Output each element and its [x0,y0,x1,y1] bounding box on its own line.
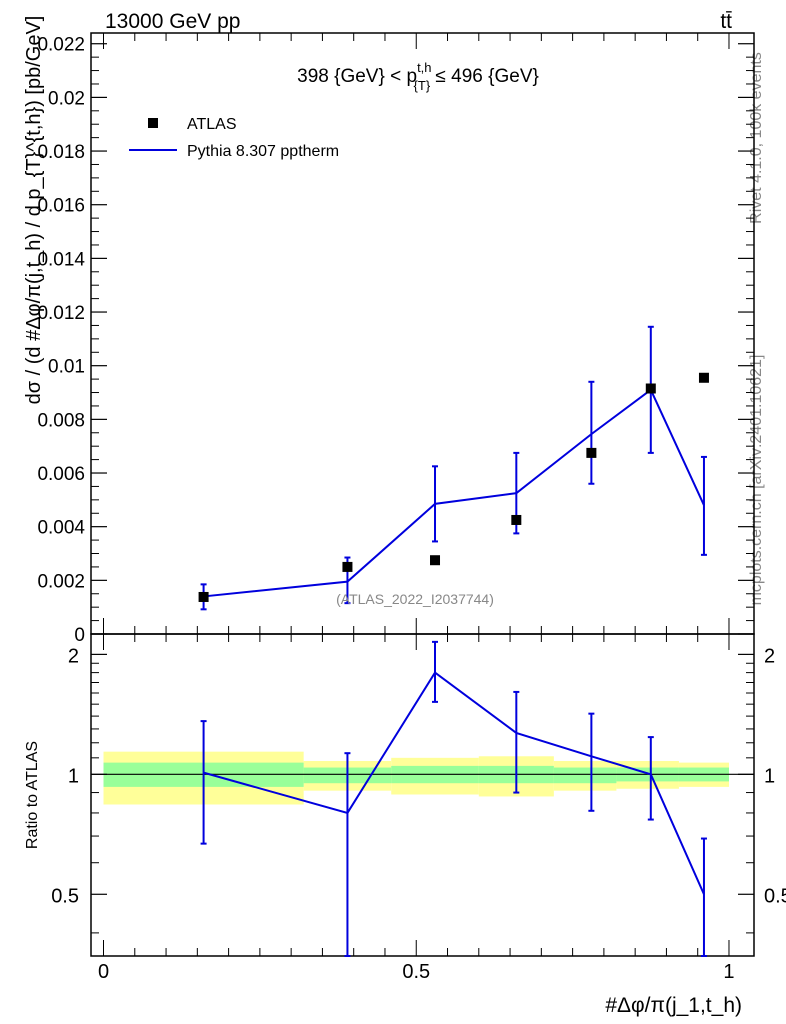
process-label: tt̄ [720,10,732,33]
atlas-point [698,372,709,383]
main-ytick-label: 0.006 [37,464,85,485]
main-ytick-label: 0.014 [37,249,85,270]
ratio-panel: 0.50.51122 00.51 Ratio to ATLAS #Δφ/π(j_… [24,633,786,1017]
ratio-line [203,671,705,895]
legend-atlas-label: ATLAS [187,116,237,133]
ratio-ylabel: Ratio to ATLAS [24,741,41,849]
atlas-point [645,383,656,394]
ratio-xtick-label: 0 [98,961,109,983]
atlas-points [198,372,709,602]
mc-line [203,388,705,598]
main-ytick-label: 0.016 [37,196,85,217]
legend-mc-label: Pythia 8.307 pptherm [187,143,339,160]
ratio-uncertainty-bands [103,751,729,805]
ratio-ytick-label-right: 1 [764,765,775,787]
ratio-xtick-label: 0.5 [402,961,430,983]
analysis-watermark: (ATLAS_2022_I2037744) [336,591,494,607]
main-ylabel: dσ / (d #Δφ/π(j,t_h) / d p_{T}^{t,h}) [p… [23,16,45,405]
mc-errorbars [200,325,707,611]
atlas-point [342,561,353,572]
main-ytick-label: 0.008 [37,410,85,431]
mcplots-label: mcplots.cern.ch [arXiv:2401.10621] [748,355,765,606]
main-ytick-label: 0.002 [37,571,85,592]
main-ytick-label: 0.012 [37,303,85,324]
main-ytick-label: 0.018 [37,142,85,163]
ratio-xlabel: #Δφ/π(j_1,t_h) [605,994,742,1017]
ratio-ytick-label: 2 [68,645,79,667]
ratio-xtick-labels: 0 0.5 1 [98,961,735,983]
main-ytick-label: 0.022 [37,35,85,56]
ratio-ticks [91,634,754,956]
main-ytick-label: 0.02 [48,88,85,109]
main-ytick-label: 0.004 [37,518,85,539]
ratio-ytick-label-right: 0.5 [764,885,786,907]
main-ytick-labels: 0 0.002 0.004 0.006 0.008 0.01 0.012 0.014 0.016… [37,35,85,646]
atlas-point [198,591,209,602]
ratio-xtick-label: 1 [723,961,734,983]
ratio-ytick-labels: 0.5 0.5 1 1 2 2 [51,645,786,907]
panel-title: 398 {GeV} < pt,h {T} ≤ 496 {GeV} [297,60,539,93]
ratio-frame [90,633,755,957]
main-ytick-label: 0 [74,625,85,646]
rivet-label: Rivet 4.1.0, 100k events [748,52,765,224]
legend-atlas-marker [148,118,158,128]
main-panel: 0 0.002 0.004 0.006 0.008 0.01 0.012 0.014 0.016… [23,16,755,646]
ratio-ytick-label-right: 2 [764,645,775,667]
ratio-ytick-label: 0.5 [51,885,79,907]
collision-label: 13000 GeV pp [105,10,240,33]
ratio-errorbars [200,640,707,957]
atlas-point [511,514,522,525]
ratio-band-inner [553,767,617,784]
ratio-ytick-label: 1 [68,765,79,787]
atlas-point [430,555,441,566]
main-ytick-label: 0.01 [48,357,85,378]
atlas-point [586,447,597,458]
